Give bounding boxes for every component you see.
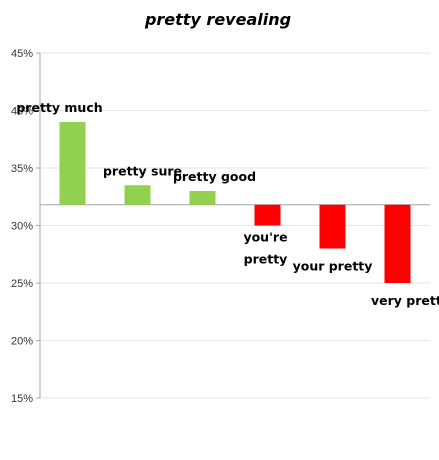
bars <box>59 122 411 283</box>
bar-label: you're pretty <box>243 230 287 267</box>
bar-pretty-sure <box>124 185 151 205</box>
y-tick-label: 25% <box>11 278 33 290</box>
bar-label: pretty much <box>16 100 102 115</box>
y-tick-label: 15% <box>11 393 33 405</box>
y-tick-label: 35% <box>11 163 33 175</box>
y-tick-label: 45% <box>11 48 33 60</box>
bar-your-pretty <box>319 204 346 249</box>
bar-pretty-good <box>189 191 216 205</box>
bar-pretty-much <box>59 122 86 205</box>
bar-label: pretty sure <box>103 163 182 178</box>
y-tick-label: 20% <box>11 336 33 348</box>
y-tick-label: 40% <box>11 106 33 118</box>
y-axis-ticks: 15% 20% 25% 30% 35% 40% 45% <box>11 48 40 405</box>
chart-title: pretty revealing <box>144 10 291 29</box>
bar-label: your pretty <box>293 259 373 274</box>
gridlines <box>40 52 430 399</box>
bar-very-pretty <box>384 204 411 283</box>
bar-label: pretty good <box>173 169 256 184</box>
bar-you-re-pretty <box>254 204 281 226</box>
y-tick-label: 30% <box>11 221 33 233</box>
bar-label: very pretty <box>371 293 439 308</box>
